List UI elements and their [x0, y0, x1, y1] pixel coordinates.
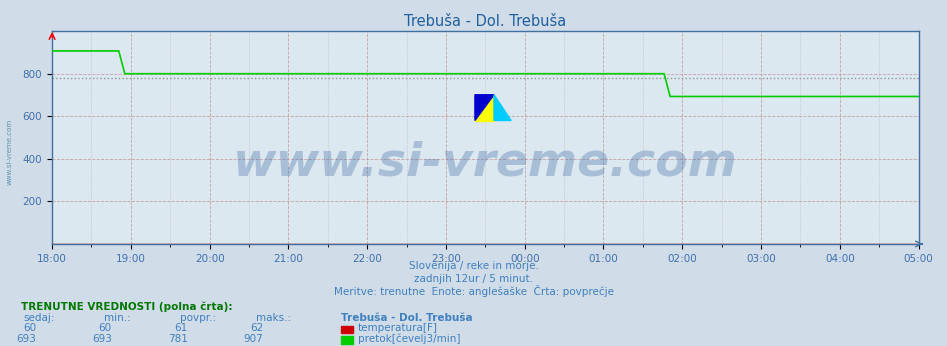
Text: sedaj:: sedaj: — [24, 313, 55, 323]
Text: www.si-vreme.com: www.si-vreme.com — [7, 119, 12, 185]
Text: Meritve: trenutne  Enote: anglešaške  Črta: povprečje: Meritve: trenutne Enote: anglešaške Črta… — [333, 285, 614, 297]
Text: zadnjih 12ur / 5 minut.: zadnjih 12ur / 5 minut. — [414, 274, 533, 284]
Polygon shape — [475, 95, 494, 120]
Text: 781: 781 — [168, 334, 188, 344]
Text: maks.:: maks.: — [256, 313, 291, 323]
Text: 60: 60 — [98, 324, 112, 334]
Text: TRENUTNE VREDNOSTI (polna črta):: TRENUTNE VREDNOSTI (polna črta): — [21, 301, 232, 312]
Text: 693: 693 — [16, 334, 36, 344]
Text: 60: 60 — [23, 324, 36, 334]
Text: 62: 62 — [250, 324, 263, 334]
Text: Trebuša - Dol. Trebuša: Trebuša - Dol. Trebuša — [341, 313, 473, 323]
Text: Slovenija / reke in morje.: Slovenija / reke in morje. — [408, 261, 539, 271]
Text: 61: 61 — [174, 324, 188, 334]
Text: povpr.:: povpr.: — [180, 313, 216, 323]
Title: Trebuša - Dol. Trebuša: Trebuša - Dol. Trebuša — [404, 13, 566, 29]
Text: min.:: min.: — [104, 313, 131, 323]
Text: 907: 907 — [243, 334, 263, 344]
Text: temperatura[F]: temperatura[F] — [358, 324, 438, 334]
Polygon shape — [475, 95, 494, 120]
Polygon shape — [494, 95, 511, 120]
Text: 693: 693 — [92, 334, 112, 344]
Text: www.si-vreme.com: www.si-vreme.com — [233, 140, 738, 185]
Text: pretok[čevelj3/min]: pretok[čevelj3/min] — [358, 333, 460, 344]
